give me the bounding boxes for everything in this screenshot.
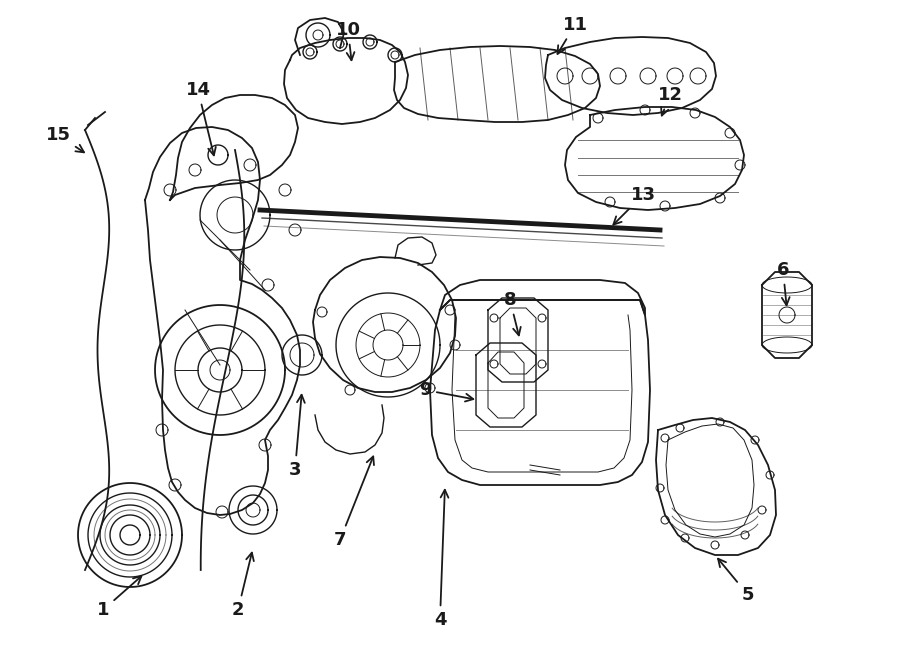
Text: 10: 10 <box>336 21 361 60</box>
Text: 2: 2 <box>232 553 254 619</box>
Text: 6: 6 <box>777 261 789 305</box>
Text: 5: 5 <box>718 559 754 604</box>
Text: 4: 4 <box>434 490 448 629</box>
Text: 12: 12 <box>658 86 682 116</box>
Text: 9: 9 <box>418 381 473 401</box>
Text: 11: 11 <box>557 16 588 54</box>
Text: 8: 8 <box>504 291 521 335</box>
Text: 14: 14 <box>185 81 216 155</box>
Text: 1: 1 <box>97 576 141 619</box>
Text: 7: 7 <box>334 457 374 549</box>
Text: 13: 13 <box>614 186 655 225</box>
Text: 15: 15 <box>46 126 84 152</box>
Text: 3: 3 <box>289 395 305 479</box>
